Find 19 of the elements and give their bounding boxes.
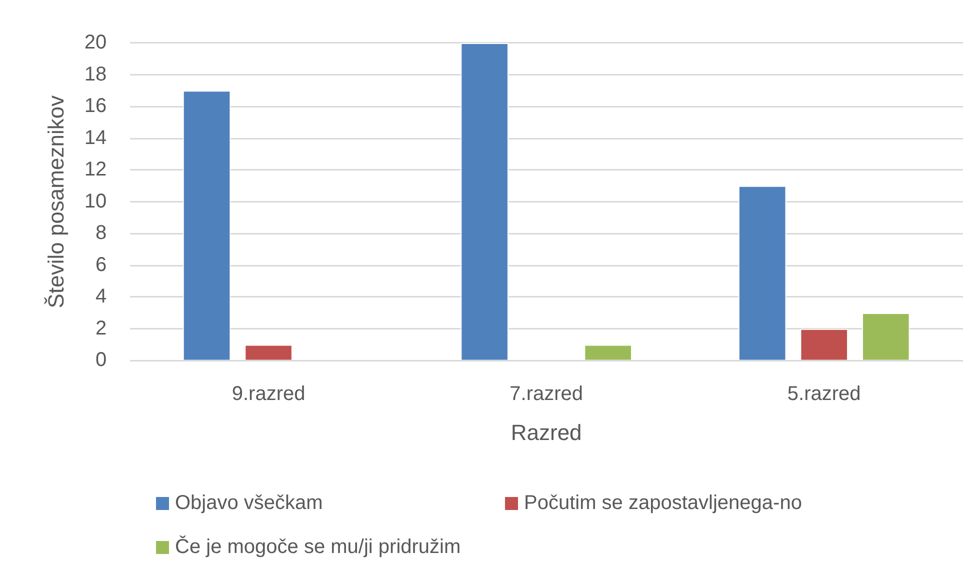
y-tick-label: 8 bbox=[96, 222, 107, 244]
x-tick-label: 9.razred bbox=[232, 383, 306, 406]
y-tick-label: 14 bbox=[84, 126, 107, 149]
y-tick-label: 12 bbox=[84, 158, 107, 181]
x-axis-title: Razred bbox=[510, 420, 582, 445]
y-tick-label: 4 bbox=[96, 286, 107, 308]
y-tick-label: 0 bbox=[96, 349, 107, 372]
x-tick-label: 7.razred bbox=[510, 383, 584, 406]
legend-label: Počutim se zapostavljenega-no bbox=[524, 491, 802, 515]
legend-label: Če je mogoče se mu/ji pridružim bbox=[175, 535, 461, 559]
y-axis-title: Število posameznikov bbox=[43, 95, 68, 308]
y-tick-label: 18 bbox=[84, 63, 107, 86]
y-tick-label: 10 bbox=[84, 190, 107, 212]
y-tick-label: 6 bbox=[96, 254, 107, 276]
y-tick-label: 2 bbox=[96, 317, 107, 340]
x-tick-label: 5.razred bbox=[787, 383, 861, 406]
legend-label: Objavo všečkam bbox=[175, 491, 323, 515]
y-tick-label: 16 bbox=[84, 95, 107, 118]
y-tick-label: 20 bbox=[84, 32, 107, 54]
